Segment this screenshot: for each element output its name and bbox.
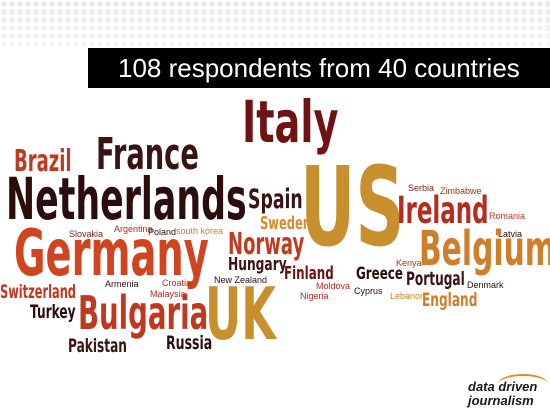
word-nigeria: Nigeria [300,291,329,301]
word-new-zealand: New Zealand [214,275,268,285]
word-bulgaria: Bulgaria [78,286,209,340]
word-france: France [96,129,199,180]
logo-line2: journalism [468,393,534,408]
word-romania: Romania [489,211,526,221]
data-driven-journalism-logo: data driven journalism [468,374,548,412]
word-italy: Italy [242,88,339,156]
word-kenya: Kenya [396,258,422,268]
word-turkey: Turkey [30,301,76,323]
word-cyprus: Cyprus [354,286,383,296]
word-greece: Greece [356,264,403,284]
word-pakistan: Pakistan [68,335,127,357]
title-banner: 108 respondents from 40 countries [88,48,550,88]
banner-title: 108 respondents from 40 countries [118,53,520,83]
word-germany: Germany [14,217,209,291]
word-moldova: Moldova [316,281,351,291]
word-spain: Spain [248,184,303,215]
header-fade [0,0,550,48]
word-portugal: Portugal [406,268,465,290]
word-finland: Finland [284,263,334,284]
word-sweden: Sweden [260,213,312,234]
word-serbia: Serbia [408,183,435,193]
word-us: US [300,143,405,271]
word-belgium: Belgium [419,221,550,277]
word-uk: UK [205,272,276,356]
word-slovakia: Slovakia [69,229,104,239]
logo-line1: data driven [468,379,538,394]
word-argentina: Argentina [114,224,153,234]
word-lebanon: Lebanon [390,291,426,301]
logo-arc [498,374,548,394]
word-norway: Norway [228,227,305,262]
word-brazil: Brazil [14,144,72,179]
word-latvia: Latvia [498,229,523,239]
word-england: England [422,289,478,311]
word-hungary: Hungary [228,254,287,275]
word-switzerland: Switzerland [0,281,76,303]
word-ireland: Ireland [397,189,489,232]
word-netherlands: Netherlands [6,165,247,233]
word-poland: Poland [148,227,177,237]
word-armenia: Armenia [105,279,139,289]
word-russia: Russia [166,332,213,354]
word-malaysia: Malaysia [150,289,186,299]
word-croatia: Croatia [162,278,192,288]
word-denmark: Denmark [467,280,504,290]
word-south-korea: south korea [176,226,224,236]
word-zimbabwe: Zimbabwe [440,186,482,196]
